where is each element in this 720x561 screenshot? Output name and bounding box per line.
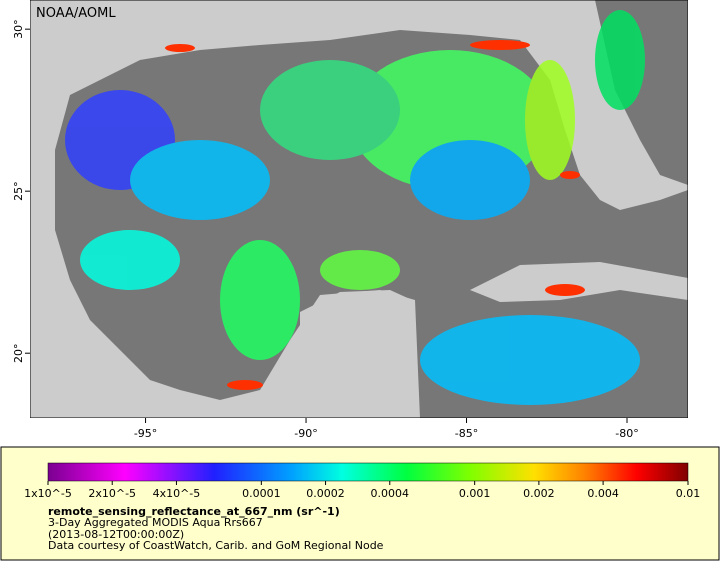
x-tick-label: -90° (294, 427, 317, 440)
map-image (30, 0, 688, 418)
colorbar-tick-label: 0.001 (459, 487, 491, 500)
y-tick-label: 25° (12, 181, 25, 201)
legend-credit: Data courtesy of CoastWatch, Carib. and … (48, 539, 384, 552)
legend-time: (2013-08-12T00:00:00Z) (48, 528, 184, 541)
colorbar (47, 462, 689, 482)
colorbar-tick-label: 0.0002 (306, 487, 345, 500)
colorbar-tick-label: 1x10^-5 (24, 487, 72, 500)
y-tick-label: 20° (12, 343, 25, 363)
legend-variable: remote_sensing_reflectance_at_667_nm (sr… (48, 505, 340, 518)
colorbar-tick-label: 0.002 (523, 487, 555, 500)
colorbar-tick-label: 0.0001 (242, 487, 281, 500)
map-title: NOAA/AOML (36, 6, 116, 21)
legend-product: 3-Day Aggregated MODIS Aqua Rrs667 (48, 516, 263, 529)
y-tick-label: 30° (12, 19, 25, 38)
colorbar-tick-label: 4x10^-5 (153, 487, 201, 500)
colorbar-tick-label: 0.004 (587, 487, 619, 500)
colorbar-tick-label: 2x10^-5 (88, 487, 136, 500)
x-tick-label: -95° (134, 427, 157, 440)
colorbar-tick-label: 0.01 (676, 487, 701, 500)
x-tick-label: -85° (455, 427, 478, 440)
x-tick-label: -80° (615, 427, 638, 440)
colorbar-tick-label: 0.0004 (371, 487, 410, 500)
